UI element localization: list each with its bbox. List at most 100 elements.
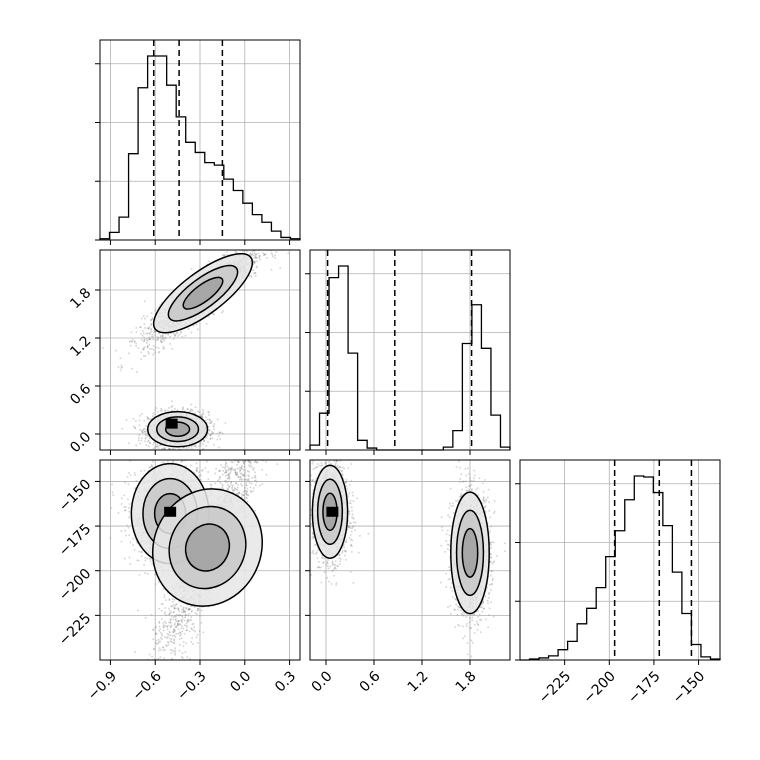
histogram-step [309,265,511,451]
scatter-point [196,467,199,469]
scatter-point [117,512,120,514]
scatter-point [254,254,256,256]
scatter-point [169,336,171,338]
scatter-point [176,451,178,453]
scatter-point [139,428,141,431]
scatter-point [142,349,145,351]
scatter-point [162,345,164,348]
scatter-point [154,330,156,333]
scatter-point [246,250,248,252]
scatter-point [120,503,123,505]
scatter-point [135,345,137,347]
scatter-point [157,447,160,449]
scatter-point [145,338,148,340]
scatter-point [255,253,257,256]
scatter-point [253,252,256,254]
scatter-point [208,428,210,431]
scatter-point [160,335,162,337]
scatter-point [150,312,153,314]
scatter-point [159,304,161,306]
scatter-point [172,332,175,335]
scatter-point [129,474,132,476]
scatter-point [257,252,260,255]
scatter-point [128,556,131,559]
scatter-point [164,336,167,339]
scatter-point [140,550,143,553]
scatter-point [150,331,153,333]
scatter-point [275,246,277,248]
scatter-point [212,425,215,428]
scatter-point [144,317,146,320]
scatter-point [287,235,289,237]
scatter-point [202,409,204,411]
scatter-point [226,251,228,253]
scatter-point [271,237,273,239]
scatter-point [205,437,208,439]
scatter-point [222,255,225,257]
scatter-point [151,563,154,565]
scatter-point [200,441,202,443]
scatter-point [266,237,268,239]
scatter-point [211,313,214,315]
scatter-point [271,253,274,256]
scatter-point [254,272,257,274]
scatter-point [167,332,170,335]
density-fill [183,277,223,310]
scatter-point [160,339,162,341]
contour-line [147,410,209,448]
scatter-point [176,332,179,334]
scatter-point [217,480,219,482]
scatter-point [209,434,212,437]
scatter-point [280,242,282,244]
scatter-point [155,339,158,341]
scatter-point [138,439,140,442]
density-peak [165,418,178,429]
contour-line [182,276,224,310]
scatter-point [277,244,279,246]
scatter-point [211,430,213,433]
scatter-point [147,445,150,448]
scatter-point [161,335,164,337]
scatter-point [140,439,143,442]
scatter-point [285,241,287,243]
scatter-point [287,252,290,254]
scatter-point [190,410,192,412]
scatter-point [143,339,145,342]
scatter-point [201,413,204,415]
scatter-point [157,347,160,349]
scatter-point [258,256,260,259]
scatter-point [183,451,185,453]
scatter-point [152,443,154,446]
scatter-point [144,327,146,329]
scatter-point [199,443,202,446]
scatter-point [157,351,160,354]
scatter-point [209,438,212,440]
scatter-point [250,254,253,256]
scatter-point [171,348,174,350]
scatter-point [258,254,261,257]
scatter-point [190,268,193,270]
scatter-point [206,422,208,424]
scatter-point [265,247,267,249]
scatter-point [158,444,161,447]
scatter-point [271,247,273,249]
scatter-point [275,241,277,243]
scatter-point [262,254,265,256]
scatter-point [167,460,169,463]
scatter-point [213,428,215,430]
scatter-point [140,338,143,341]
scatter-point [175,454,177,456]
scatter-point [143,469,146,472]
scatter-point [152,345,155,347]
scatter-point [255,266,258,269]
scatter-point [153,349,155,351]
scatter-point [143,428,145,430]
scatter-point [199,445,202,447]
scatter-point [169,451,171,453]
scatter-point [146,429,148,432]
scatter-point [161,337,164,339]
hist-panel-3 [515,460,721,665]
scatter-point [154,309,157,311]
scatter-point [157,338,159,340]
scatter-point [200,416,202,418]
